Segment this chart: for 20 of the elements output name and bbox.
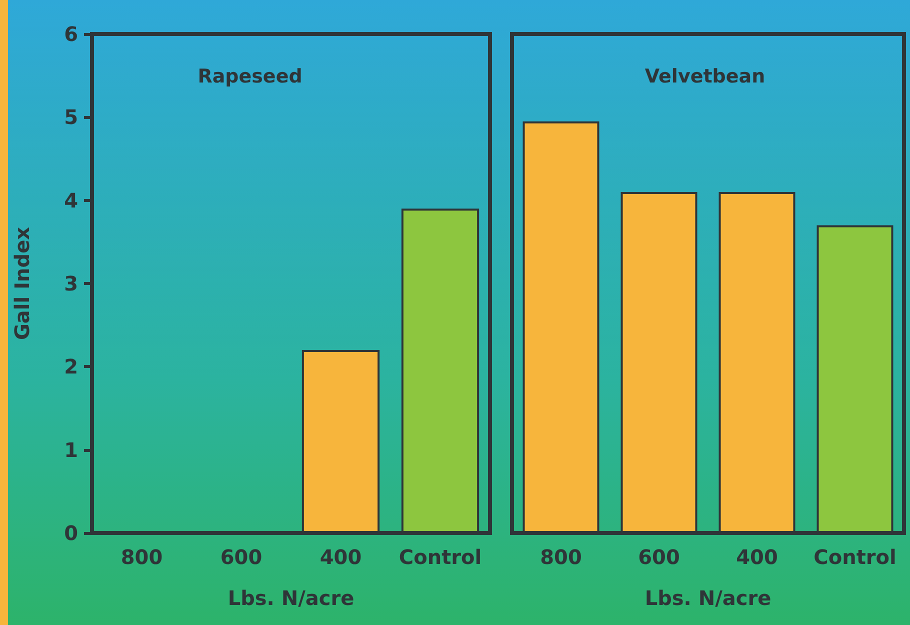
y-tick-label: 0 (64, 521, 78, 545)
x-tick-label: 400 (736, 545, 778, 569)
text: Velvetbean (644, 66, 766, 88)
y-tick-label: 6 (64, 22, 78, 46)
x-tick-label: 400 (320, 545, 362, 569)
y-tick-label: 1 (64, 438, 78, 462)
x-tick-label: 600 (220, 545, 262, 569)
y-tick-label: 5 (64, 105, 78, 130)
x-axis-title: Lbs. N/acre (644, 586, 772, 610)
y-tick-label: 2 (64, 354, 78, 379)
x-tick-label: 800 (120, 545, 163, 569)
x-tick-label: Control (398, 545, 482, 569)
text: Rapeseed (198, 66, 302, 88)
x-tick-label: 600 (638, 545, 680, 569)
y-axis-title: Gall Index (10, 226, 34, 340)
x-axis-title: Lbs. N/acre (228, 586, 354, 610)
x-tick-label: 800 (540, 545, 582, 569)
y-tick-label: 3 (64, 272, 78, 296)
y-tick-label: 4 (64, 188, 78, 212)
x-tick-label: Control (814, 545, 896, 569)
